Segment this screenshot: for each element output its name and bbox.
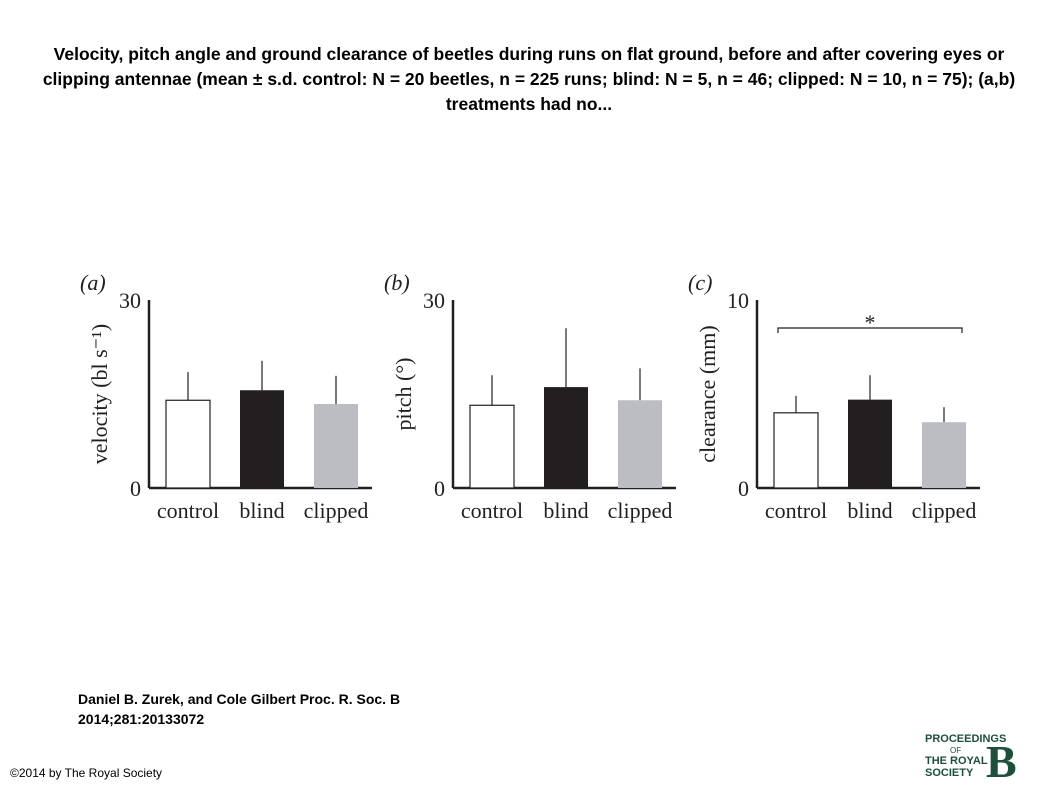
x-tick-label: blind xyxy=(239,498,284,523)
bar xyxy=(544,387,588,488)
significance-label: * xyxy=(865,310,876,335)
x-tick-label: control xyxy=(157,498,219,523)
citation: Daniel B. Zurek, and Cole Gilbert Proc. … xyxy=(78,691,401,727)
slide-title: Velocity, pitch angle and ground clearan… xyxy=(42,44,1016,114)
logo-letter: B xyxy=(986,736,1017,787)
bar xyxy=(618,400,662,488)
bar xyxy=(165,399,211,489)
bar xyxy=(922,422,966,488)
bar xyxy=(469,404,515,489)
panel-label: (a) xyxy=(80,270,106,295)
logo-text: OF xyxy=(950,746,961,755)
logo-bg xyxy=(925,730,1020,780)
panel-label: (b) xyxy=(384,270,410,295)
x-tick-label: control xyxy=(765,498,827,523)
x-tick-label: blind xyxy=(543,498,588,523)
x-tick-label: clipped xyxy=(304,498,369,523)
y-tick-label: 0 xyxy=(738,476,749,501)
x-tick-label: clipped xyxy=(608,498,673,523)
logo: PROCEEDINGS OF THE ROYAL SOCIETY B xyxy=(925,730,1020,787)
y-tick-label: 30 xyxy=(119,288,141,313)
y-axis-label: pitch (°) xyxy=(391,358,416,431)
panel-label: (c) xyxy=(688,270,712,295)
y-tick-label: 10 xyxy=(727,288,749,313)
bar xyxy=(773,412,819,489)
y-tick-label: 0 xyxy=(130,476,141,501)
x-tick-label: blind xyxy=(847,498,892,523)
bar xyxy=(848,399,892,488)
bar xyxy=(240,390,284,488)
logo-text: PROCEEDINGS xyxy=(925,733,1006,745)
y-axis-label: clearance (mm) xyxy=(695,325,720,462)
y-tick-label: 0 xyxy=(434,476,445,501)
y-axis-label: velocity (bl s⁻¹) xyxy=(87,324,112,464)
y-tick-label: 30 xyxy=(423,288,445,313)
x-tick-label: control xyxy=(461,498,523,523)
x-tick-label: clipped xyxy=(912,498,977,523)
significance-bracket xyxy=(777,327,963,333)
logo-text: SOCIETY xyxy=(925,767,974,779)
copyright: ©2014 by The Royal Society xyxy=(10,766,163,780)
bar xyxy=(314,404,358,488)
logo-text: THE ROYAL xyxy=(925,755,988,767)
